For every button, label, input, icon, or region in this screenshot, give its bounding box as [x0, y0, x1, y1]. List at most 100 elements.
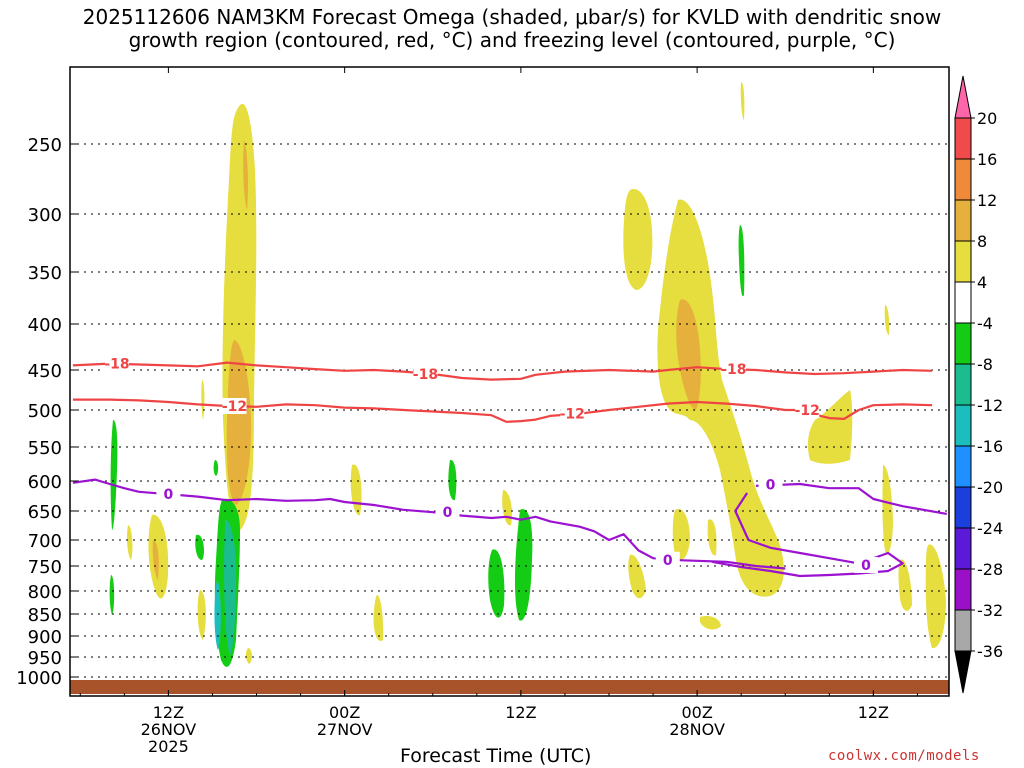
omega-shaded-region — [197, 590, 206, 640]
y-tick-label: 850 — [28, 605, 62, 626]
pressure-axis: 2503003504004505005506006507007508008509… — [16, 135, 78, 689]
y-tick-label: 800 — [28, 582, 62, 603]
omega-colorbar: 20 16 12 8 4 -4 -8 -12 -16 -20 -24 -28 -32 -36 — [954, 75, 1003, 694]
omega-shaded-region — [738, 225, 745, 297]
omega-shaded-region — [700, 616, 721, 630]
credit-link[interactable]: coolwx.com/models — [828, 748, 980, 764]
colorbar-label: -28 — [977, 560, 1003, 579]
omega-shaded-region — [243, 140, 248, 210]
colorbar-segment — [954, 486, 972, 529]
contour-label-bg — [854, 556, 879, 573]
omega-shaded-region — [448, 459, 457, 501]
omega-shaded-region — [884, 305, 890, 335]
colorbar-top-arrow — [954, 75, 972, 119]
x-axis-label: Forecast Time (UTC) — [400, 745, 592, 767]
colorbar-segment — [954, 609, 972, 652]
contour-label-bg — [435, 504, 460, 521]
contour-label: -12 — [795, 403, 820, 419]
y-tick-label: 550 — [28, 438, 62, 459]
x-tick-label: 00Z — [329, 703, 360, 722]
contour-label-bg — [104, 355, 129, 372]
colorbar-segment — [954, 322, 972, 365]
contour-label-bg — [721, 361, 746, 378]
chart-title: 2025112606 NAM3KM Forecast Omega (shaded… — [0, 6, 1024, 52]
colorbar-label: -36 — [977, 642, 1003, 661]
contour-line — [72, 361, 933, 381]
colorbar-label: -24 — [977, 519, 1003, 538]
colorbar-segment — [954, 527, 972, 570]
y-tick-label: 350 — [28, 263, 62, 284]
colorbar-label: 16 — [977, 150, 997, 169]
omega-shaded-region — [707, 519, 717, 556]
omega-shaded-region — [488, 549, 505, 618]
omega-shaded-region — [657, 199, 784, 597]
y-tick-label: 300 — [28, 205, 62, 226]
y-tick-label: 700 — [28, 531, 62, 552]
colorbar-label: -16 — [977, 437, 1003, 456]
y-tick-label: 650 — [28, 502, 62, 523]
omega-shaded-region — [214, 580, 221, 650]
omega-shaded-region — [807, 390, 853, 464]
colorbar-label: -12 — [977, 396, 1003, 415]
omega-shaded-region — [201, 380, 205, 420]
omega-shaded-region — [628, 554, 646, 599]
contour-label: 0 — [443, 505, 453, 521]
y-tick-label: 900 — [28, 627, 62, 648]
omega-shaded-region — [686, 369, 699, 402]
colorbar-label: 12 — [977, 191, 997, 210]
x-tick-label: 26NOV — [141, 720, 197, 739]
contour-label-bg — [560, 405, 585, 422]
colorbar-segment — [954, 199, 972, 242]
contour-label-bg — [222, 398, 247, 414]
omega-shaded-region — [152, 540, 159, 580]
x-tick-label: 00Z — [681, 703, 712, 722]
contour-label-bg — [655, 551, 680, 568]
omega-shading-layer — [109, 82, 946, 667]
omega-shaded-region — [898, 559, 912, 611]
contour-label: 0 — [861, 558, 871, 574]
contour-label: -18 — [721, 362, 746, 378]
x-tick-label: 12Z — [153, 703, 184, 722]
omega-shaded-region — [226, 340, 252, 505]
y-tick-label: 400 — [28, 315, 62, 336]
omega-shaded-region — [373, 595, 384, 641]
y-tick-label: 1000 — [16, 668, 62, 689]
omega-shaded-region — [127, 525, 133, 560]
omega-shaded-region — [672, 509, 690, 560]
omega-shaded-region — [350, 464, 362, 516]
contour-line — [72, 398, 933, 423]
contour-label-bg — [413, 366, 438, 382]
colorbar-segment — [954, 281, 972, 324]
colorbar-label: 20 — [977, 109, 997, 128]
omega-shaded-region — [109, 575, 115, 615]
contour-line — [72, 478, 947, 578]
contour-label: -18 — [104, 357, 129, 373]
colorbar-bottom-arrow — [954, 650, 972, 694]
colorbar-segment — [954, 568, 972, 611]
contour-label: -12 — [560, 407, 585, 423]
contour-label-bg — [795, 402, 820, 418]
contour-label: 0 — [164, 487, 174, 503]
colorbar-label: -20 — [977, 478, 1003, 497]
omega-shaded-region — [740, 82, 745, 120]
x-tick-label: 28NOV — [669, 720, 725, 739]
colorbar-segment — [954, 445, 972, 488]
y-tick-label: 750 — [28, 557, 62, 578]
omega-shaded-region — [110, 420, 118, 530]
colorbar-label: 8 — [977, 232, 987, 251]
colorbar-segment — [954, 404, 972, 447]
omega-shaded-region — [213, 460, 219, 476]
colorbar-segment — [954, 363, 972, 406]
omega-shaded-region — [224, 519, 236, 655]
x-tick-label: 2025 — [148, 737, 189, 756]
contour-label: -12 — [222, 399, 247, 415]
title-line-1: 2025112606 NAM3KM Forecast Omega (shaded… — [82, 5, 942, 29]
colorbar-label: -4 — [977, 314, 993, 333]
temperature-contours: -18 -18 -18 -12 -12 -12 0 0 0 0 0 — [72, 355, 947, 578]
omega-shaded-region — [245, 648, 252, 664]
contour-label-bg — [758, 476, 783, 493]
x-tick-label: 12Z — [858, 703, 889, 722]
contour-label: 0 — [663, 553, 673, 569]
colorbar-label: -32 — [977, 601, 1003, 620]
